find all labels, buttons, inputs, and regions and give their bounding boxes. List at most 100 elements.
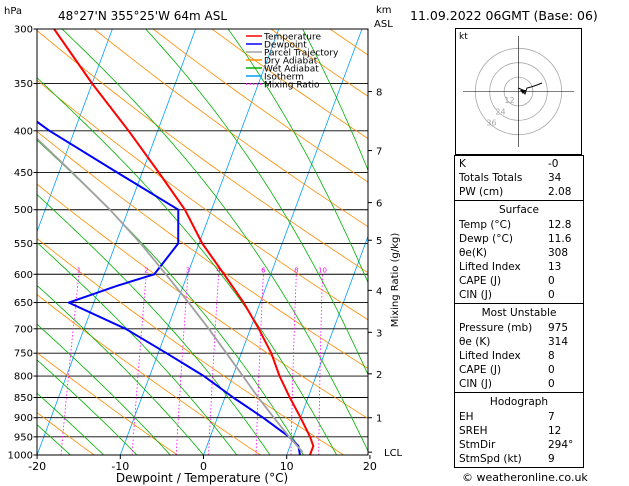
isotherm-line [119,29,280,455]
dry-adiabat-line [37,30,368,274]
pressure-tick-label: 700 [14,324,33,335]
hodograph-chart: kt 12 24 36 [455,28,582,155]
wet-adiabat-line [37,77,337,455]
pressure-tick-label: 1000 [8,451,33,462]
table-row: StmDir 294° [455,438,583,452]
wet-adiabat-line [37,392,104,455]
dry-adiabat-line [37,294,261,455]
table-row-value: -0 [548,158,559,170]
wet-adiabat-line [37,242,238,455]
legend-label: Dewpoint [264,41,307,51]
legend-label: Temperature [263,33,321,43]
pressure-tick-label: 750 [14,349,33,360]
legend-label: Parcel Trajectory [264,49,339,59]
table-row-key: Temp (°C) [459,219,512,231]
table-row-key: CAPE (J) [459,364,502,376]
isotherm-line [203,29,363,455]
pressure-tick-label: 600 [14,270,33,281]
mixing-ratio-line [175,274,189,455]
storm-motion-marker [520,90,526,94]
table-row: θe(K) 308 [455,246,583,260]
mixing-ratio-line [290,274,297,455]
table-row: SREH 12 [455,424,583,438]
table-row: CAPE (J) 0 [455,274,583,288]
legend-label: Wet Adiabat [264,65,319,75]
table-row: PW (cm) 2.08 [455,185,583,199]
mixing-ratio-label: 2 [144,266,148,274]
table-row-value: 294° [548,439,574,451]
dry-adiabat-line [37,79,368,321]
table-row: CIN (J) 0 [455,288,583,302]
hodograph-unit-label: kt [459,32,468,42]
mixing-ratio-label: 20 [403,266,405,274]
table-row-value: 12 [548,425,562,437]
km-tick-label: LCL [384,448,403,459]
table-row-key: K [459,158,466,170]
table-row: CIN (J) 0 [455,377,583,391]
table-row-key: PW (cm) [459,186,504,198]
hodograph-ring-label: 24 [495,107,505,116]
table-row-value: 0 [548,289,555,301]
mixing-ratio-line [255,274,264,455]
x-tick-label: -10 [111,460,129,473]
x-tick-label: 0 [200,460,207,473]
mixing-ratio-label: 16 [375,266,384,274]
location-title: 48°27'N 355°25'W 64m ASL [58,9,227,23]
series-dewpoint [37,120,301,455]
km-tick-label: 2 [376,370,382,381]
table-row-key: EH [459,411,474,423]
wet-adiabat-line [37,323,171,455]
mixing-ratio-label: 8 [294,266,298,274]
series-parcel-trajectory [37,137,304,453]
mixing-ratio-line [131,274,147,455]
datetime-title: 11.09.2022 06GMT (Base: 06) [410,8,598,23]
table-row-key: StmDir [459,439,496,451]
dry-adiabat-line [0,29,11,455]
table-row: EH 7 [455,410,583,424]
table-row-key: Pressure (mb) [459,322,533,334]
wet-adiabat-line [302,29,368,172]
table-row-key: SREH [459,425,488,437]
mixing-ratio-line [208,274,219,455]
table-row: Lifted Index 8 [455,349,583,363]
table-row-value: 12.8 [548,219,572,231]
x-tick-label: 20 [363,460,377,473]
hodograph-ring-label: 12 [504,96,514,105]
skew-t-chart: 12346810162025 3003504004505005506006507… [0,5,405,485]
pressure-tick-label: 850 [14,393,33,404]
km-tick-label: 8 [376,88,382,99]
table-row-value: 34 [548,172,562,184]
legend-label: Dry Adiabat [264,57,318,67]
table-row-value: 0 [548,275,555,287]
most-unstable-title: Most Unstable [481,307,557,319]
dry-adiabat-line [152,29,368,183]
mixing-ratio-label: 6 [261,266,266,274]
wet-adiabat-line [37,284,204,455]
legend-label: Isotherm [264,73,304,83]
pressure-tick-label: 650 [14,298,33,309]
pressure-tick-label: 300 [14,25,33,36]
table-row-key: CIN (J) [459,378,492,390]
mixing-ratio-label: 4 [216,266,221,274]
table-row-value: 0 [548,364,555,376]
table-row-key: CIN (J) [459,289,492,301]
table-row-key: Totals Totals [459,172,523,184]
pressure-tick-label: 500 [14,205,33,216]
table-row-value: 13 [548,261,562,273]
hodograph-table-title: Hodograph [489,396,549,408]
table-row-value: 308 [548,247,569,259]
x-tick-label: 10 [280,460,294,473]
table-row-key: StmSpd (kt) [459,453,522,465]
series-temperature [53,29,315,455]
pressure-tick-label: 900 [14,413,33,424]
hpa-label: hPa [4,6,22,17]
hodograph-table: Hodograph EH 7 SREH 12 StmDir 294° StmSpd (kt)… [454,392,584,468]
km-tick-label: 5 [376,236,382,247]
mixing-ratio-line [379,274,380,455]
table-row-value: 8 [548,350,555,362]
wet-adiabat-line [227,29,368,284]
copyright-footer: © weatheronline.co.uk [462,471,588,484]
mixing-ratio-line [60,274,80,455]
